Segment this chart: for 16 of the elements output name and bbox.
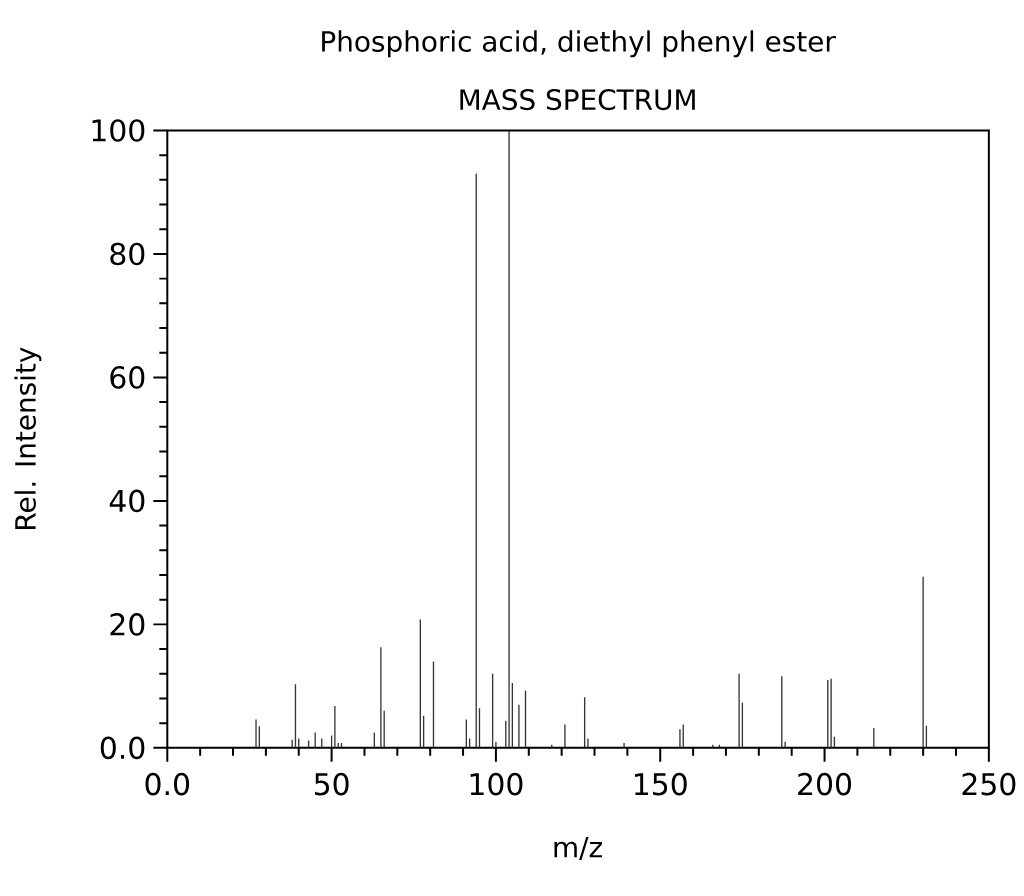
x-tick-label: 50 xyxy=(314,772,349,796)
y-tick-label: 20 xyxy=(110,612,145,636)
x-tick-label: 0.0 xyxy=(145,772,190,796)
chart-title: Phosphoric acid, diethyl phenyl ester xyxy=(322,30,836,58)
y-tick-label: 40 xyxy=(109,489,145,513)
y-tick-label: 80 xyxy=(110,242,145,266)
y-tick-label: 0.0 xyxy=(100,736,145,760)
y-tick-label: 100 xyxy=(92,119,145,142)
x-tick-label: 150 xyxy=(635,772,687,796)
x-tick-label: 250 xyxy=(962,772,1016,796)
chart-subtitle: MASS SPECTRUM xyxy=(460,88,695,111)
x-tick-label: 100 xyxy=(470,772,523,796)
y-tick-label: 60 xyxy=(110,366,145,389)
x-axis-title: m/z xyxy=(554,836,602,860)
x-tick-label: 200 xyxy=(798,772,852,796)
y-axis-title: Rel. Intensity xyxy=(14,347,42,529)
